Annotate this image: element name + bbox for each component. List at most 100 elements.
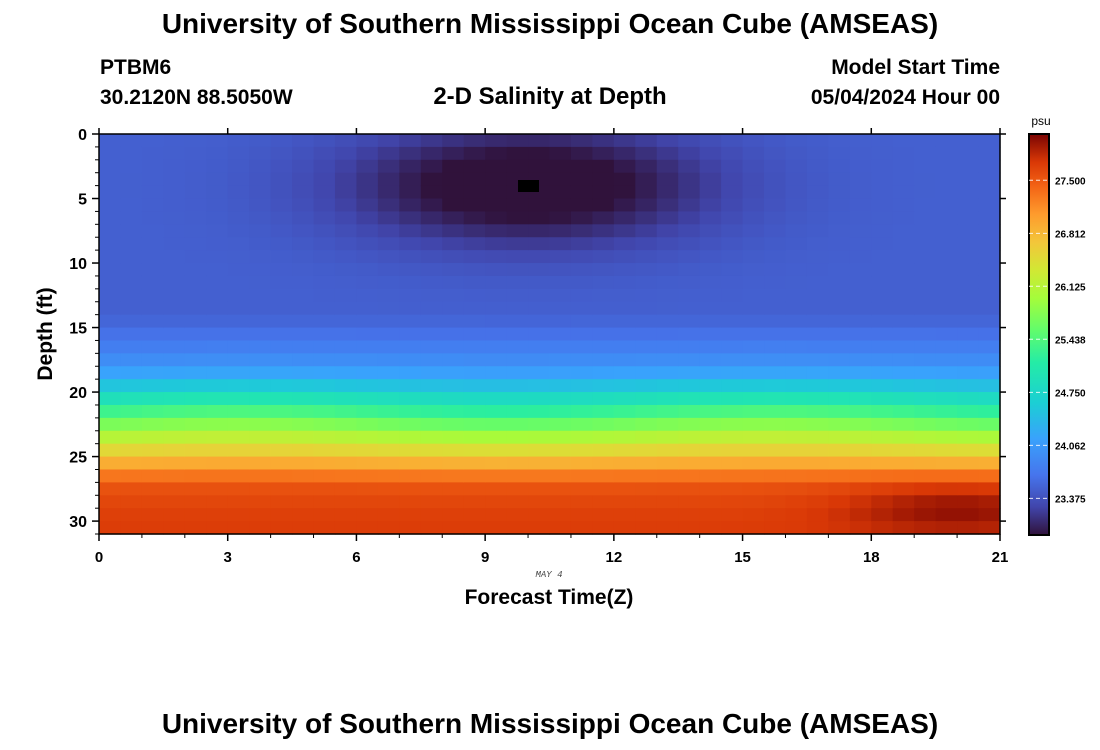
heatmap-cell (849, 353, 872, 367)
heatmap-cell (892, 366, 915, 380)
heatmap-cell (270, 172, 293, 187)
heatmap-cell (871, 366, 894, 380)
heatmap-cell (806, 366, 829, 380)
heatmap-cell (742, 366, 765, 380)
heatmap-cell (785, 340, 808, 354)
heatmap-cell (871, 443, 894, 458)
heatmap-cell (99, 495, 122, 509)
heatmap-cell (356, 430, 379, 445)
heatmap-cell (742, 482, 765, 496)
heatmap-cell (828, 314, 851, 329)
heatmap-cell (613, 417, 636, 432)
heatmap-cell (377, 392, 400, 406)
heatmap-cell (206, 353, 229, 367)
heatmap-cell (764, 366, 787, 380)
heatmap-cell (806, 301, 829, 316)
heatmap-cell (785, 134, 808, 148)
heatmap-cell (399, 172, 422, 187)
heatmap-cell (978, 392, 1001, 406)
heatmap-cell (656, 404, 679, 419)
heatmap-cell (292, 521, 315, 535)
heatmap-cell (206, 495, 229, 509)
heatmap-cell (785, 430, 808, 445)
colorbar-tick-label: 26.812 (1055, 229, 1086, 240)
heatmap-cell (613, 430, 636, 445)
x-axis: 0 3 6 9 12 15 18 21 (95, 128, 1008, 566)
heatmap-cell (313, 379, 336, 393)
heatmap-cell (892, 327, 915, 342)
heatmap-cell (377, 288, 400, 303)
heatmap-cell (270, 301, 293, 316)
heatmap-cell (678, 379, 701, 393)
heatmap-cell (249, 146, 272, 161)
heatmap-cell (828, 508, 851, 522)
heatmap-cell (120, 301, 143, 316)
heatmap-cell (978, 366, 1001, 380)
heatmap-cell (978, 224, 1001, 238)
heatmap-cell (914, 379, 937, 393)
heatmap-cell (334, 211, 358, 225)
heatmap-cell (227, 172, 250, 187)
heatmap-cell (849, 263, 872, 277)
heatmap-cell (570, 301, 593, 316)
heatmap-cell (163, 237, 186, 251)
heatmap-cell (721, 224, 744, 238)
heatmap-cell (528, 275, 551, 290)
heatmap-cell (377, 443, 400, 458)
heatmap-cell (313, 366, 336, 380)
heatmap-cell (141, 211, 164, 225)
heatmap-cell (120, 146, 143, 161)
heatmap-cell (592, 482, 615, 496)
heatmap-cell (892, 430, 915, 445)
heatmap-cell (828, 224, 851, 238)
heatmap-cell (528, 288, 551, 303)
heatmap-cell (892, 224, 915, 238)
y-tick-label: 20 (69, 385, 87, 402)
heatmap-cell (292, 134, 315, 148)
heatmap-cell (764, 508, 787, 522)
heatmap-cell (549, 495, 572, 509)
heatmap-cell (871, 327, 894, 342)
heatmap-cell (764, 430, 787, 445)
heatmap-cell (399, 250, 422, 264)
heatmap-cell (549, 456, 572, 471)
heatmap-cell (99, 469, 122, 483)
colorbar: psu 23.375 24.062 24.750 25.438 26.125 26.812… (1028, 114, 1086, 536)
heatmap-cell (785, 443, 808, 458)
heatmap-cell (420, 327, 443, 342)
y-axis: 0 5 10 15 20 25 30 (69, 127, 1006, 535)
heatmap-cell (528, 456, 551, 471)
heatmap-cell (957, 301, 980, 316)
heatmap-cell (978, 443, 1001, 458)
heatmap-cell (313, 443, 336, 458)
heatmap-cell (506, 314, 529, 329)
heatmap-cell (356, 198, 379, 213)
heatmap-cell (399, 366, 422, 380)
heatmap-cell (828, 353, 851, 367)
heatmap-cell (849, 340, 872, 354)
heatmap-cell (356, 185, 379, 200)
heatmap-cell (635, 508, 658, 522)
heatmap-cell (163, 198, 186, 213)
heatmap-cell (506, 146, 529, 161)
heatmap-cell (356, 508, 379, 522)
heatmap-cell (957, 495, 980, 509)
heatmap-cell (334, 482, 358, 496)
heatmap-cell (442, 134, 465, 148)
heatmap-cell (163, 250, 186, 264)
heatmap-cell (806, 340, 829, 354)
heatmap-cell (206, 417, 229, 432)
heatmap-cell (592, 159, 615, 174)
heatmap-cell (485, 469, 508, 483)
heatmap-cell (528, 482, 551, 496)
heatmap-cell (613, 456, 636, 471)
heatmap-cell (528, 327, 551, 342)
heatmap-cell (549, 379, 572, 393)
heatmap-cell (334, 417, 358, 432)
heatmap-cell (463, 521, 486, 535)
heatmap-cell (463, 159, 486, 174)
heatmap-cell (871, 417, 894, 432)
heatmap-cell (549, 404, 572, 419)
heatmap-cell (764, 275, 787, 290)
heatmap-cell (528, 263, 551, 277)
